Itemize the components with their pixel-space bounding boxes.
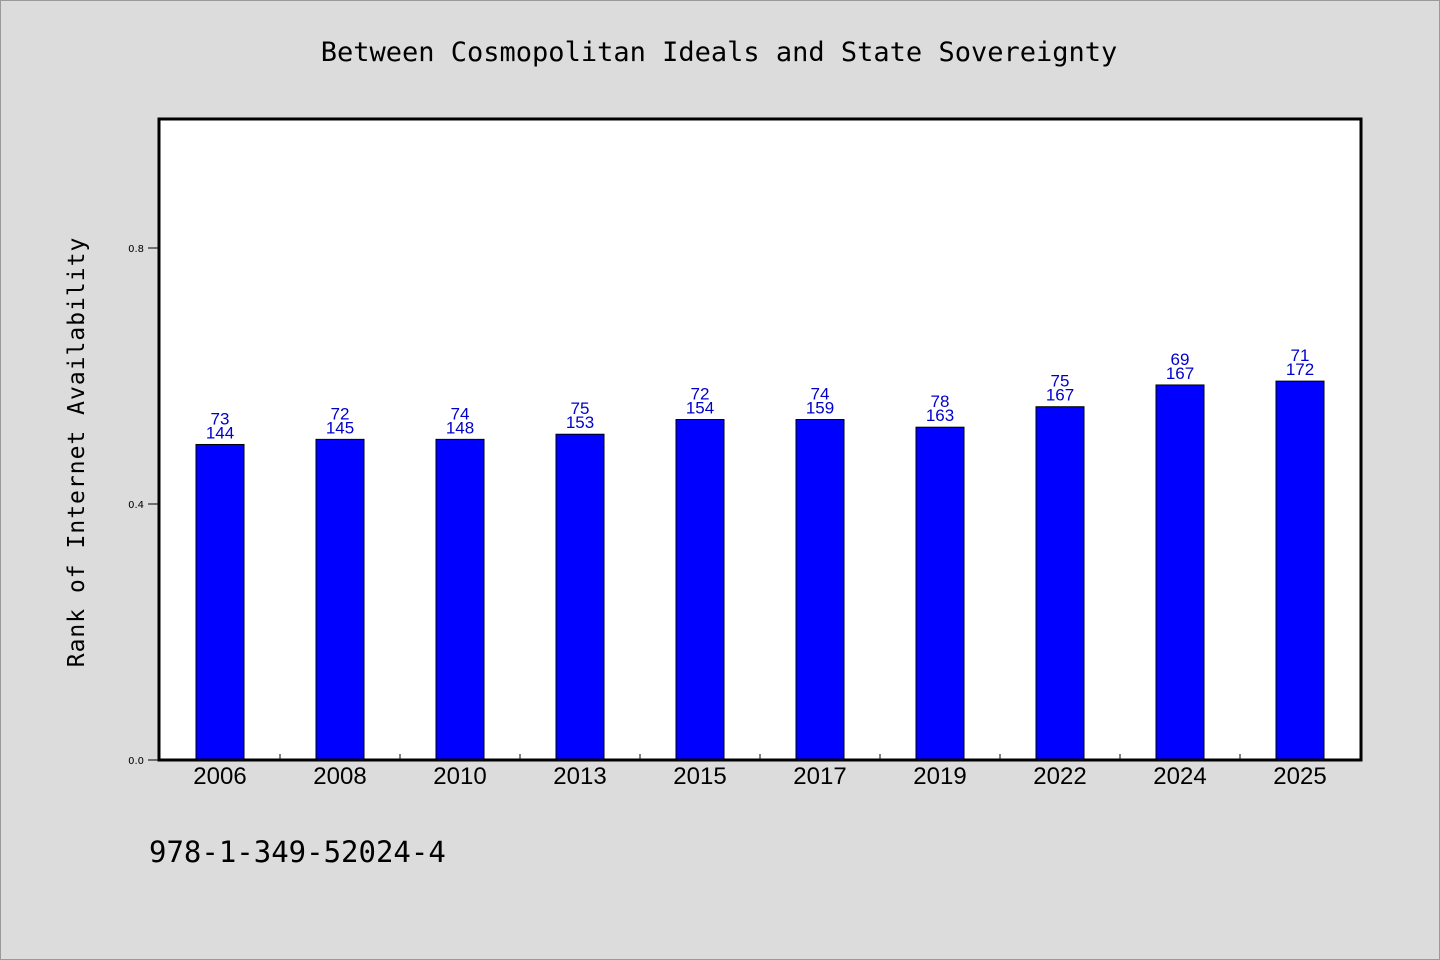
x-tick-label-2024: 2024 bbox=[1153, 763, 1206, 790]
bar-2013 bbox=[555, 433, 605, 761]
bar-2019 bbox=[915, 426, 965, 761]
bar-2010 bbox=[435, 438, 485, 761]
y-tick-label: 0.4 bbox=[128, 500, 144, 511]
x-tick-label-2015: 2015 bbox=[673, 763, 726, 790]
isbn-footer: 978-1-349-52024-4 bbox=[149, 835, 446, 869]
data-label-bottom-2015: 154 bbox=[686, 399, 714, 418]
bars bbox=[195, 380, 1325, 761]
data-label-top-2022: 75 bbox=[1051, 372, 1070, 391]
data-label-bottom-2008: 145 bbox=[326, 418, 354, 437]
y-axis-label: Rank of Internet Availability bbox=[64, 237, 90, 668]
data-label-bottom-2025: 172 bbox=[1286, 360, 1314, 379]
bar-2025 bbox=[1275, 380, 1325, 761]
y-axis: 0.0 0.4 0.8 bbox=[128, 244, 160, 767]
bar-2022 bbox=[1035, 406, 1085, 761]
data-label-bottom-2022: 167 bbox=[1046, 386, 1074, 405]
data-label-bottom-2019: 163 bbox=[926, 406, 954, 425]
x-axis: 2006 2008 2010 2013 2015 2017 2019 2022 2024 2025 bbox=[193, 754, 1327, 790]
y-tick-label: 0.8 bbox=[128, 244, 144, 255]
x-tick-label-2022: 2022 bbox=[1033, 763, 1086, 790]
data-label-bottom-2010: 148 bbox=[446, 418, 474, 437]
x-tick-label-2010: 2010 bbox=[433, 763, 486, 790]
data-label-bottom-2017: 159 bbox=[806, 399, 834, 418]
data-label-bottom-2013: 153 bbox=[566, 413, 594, 432]
bar-2017 bbox=[795, 419, 845, 761]
data-label-top-2015: 72 bbox=[691, 385, 710, 404]
bar-2006 bbox=[195, 443, 245, 761]
plot-border bbox=[157, 117, 1363, 762]
x-tick-label-2025: 2025 bbox=[1273, 763, 1326, 790]
x-tick-label-2017: 2017 bbox=[793, 763, 846, 790]
bar-2008 bbox=[315, 438, 365, 761]
data-label-top-2008: 72 bbox=[331, 404, 350, 423]
data-label-top-2010: 74 bbox=[451, 404, 470, 423]
data-label-top-2025: 71 bbox=[1291, 346, 1310, 365]
x-tick-label-2019: 2019 bbox=[913, 763, 966, 790]
x-tick-label-2006: 2006 bbox=[193, 763, 246, 790]
data-label-top-2019: 78 bbox=[931, 392, 950, 411]
bar-2015 bbox=[675, 419, 725, 761]
data-label-top-2017: 74 bbox=[811, 385, 830, 404]
data-label-top-2024: 69 bbox=[1171, 350, 1190, 369]
x-tick-label-2013: 2013 bbox=[553, 763, 606, 790]
x-tick-label-2008: 2008 bbox=[313, 763, 366, 790]
data-label-bottom-2024: 167 bbox=[1166, 364, 1194, 383]
data-label-top-2006: 73 bbox=[211, 409, 230, 428]
data-label-bottom-2006: 144 bbox=[206, 423, 234, 442]
bar-2024 bbox=[1155, 384, 1205, 761]
data-label-top-2013: 75 bbox=[571, 399, 590, 418]
y-tick-label: 0.0 bbox=[128, 756, 144, 767]
chart-title: Between Cosmopolitan Ideals and State So… bbox=[321, 37, 1118, 68]
